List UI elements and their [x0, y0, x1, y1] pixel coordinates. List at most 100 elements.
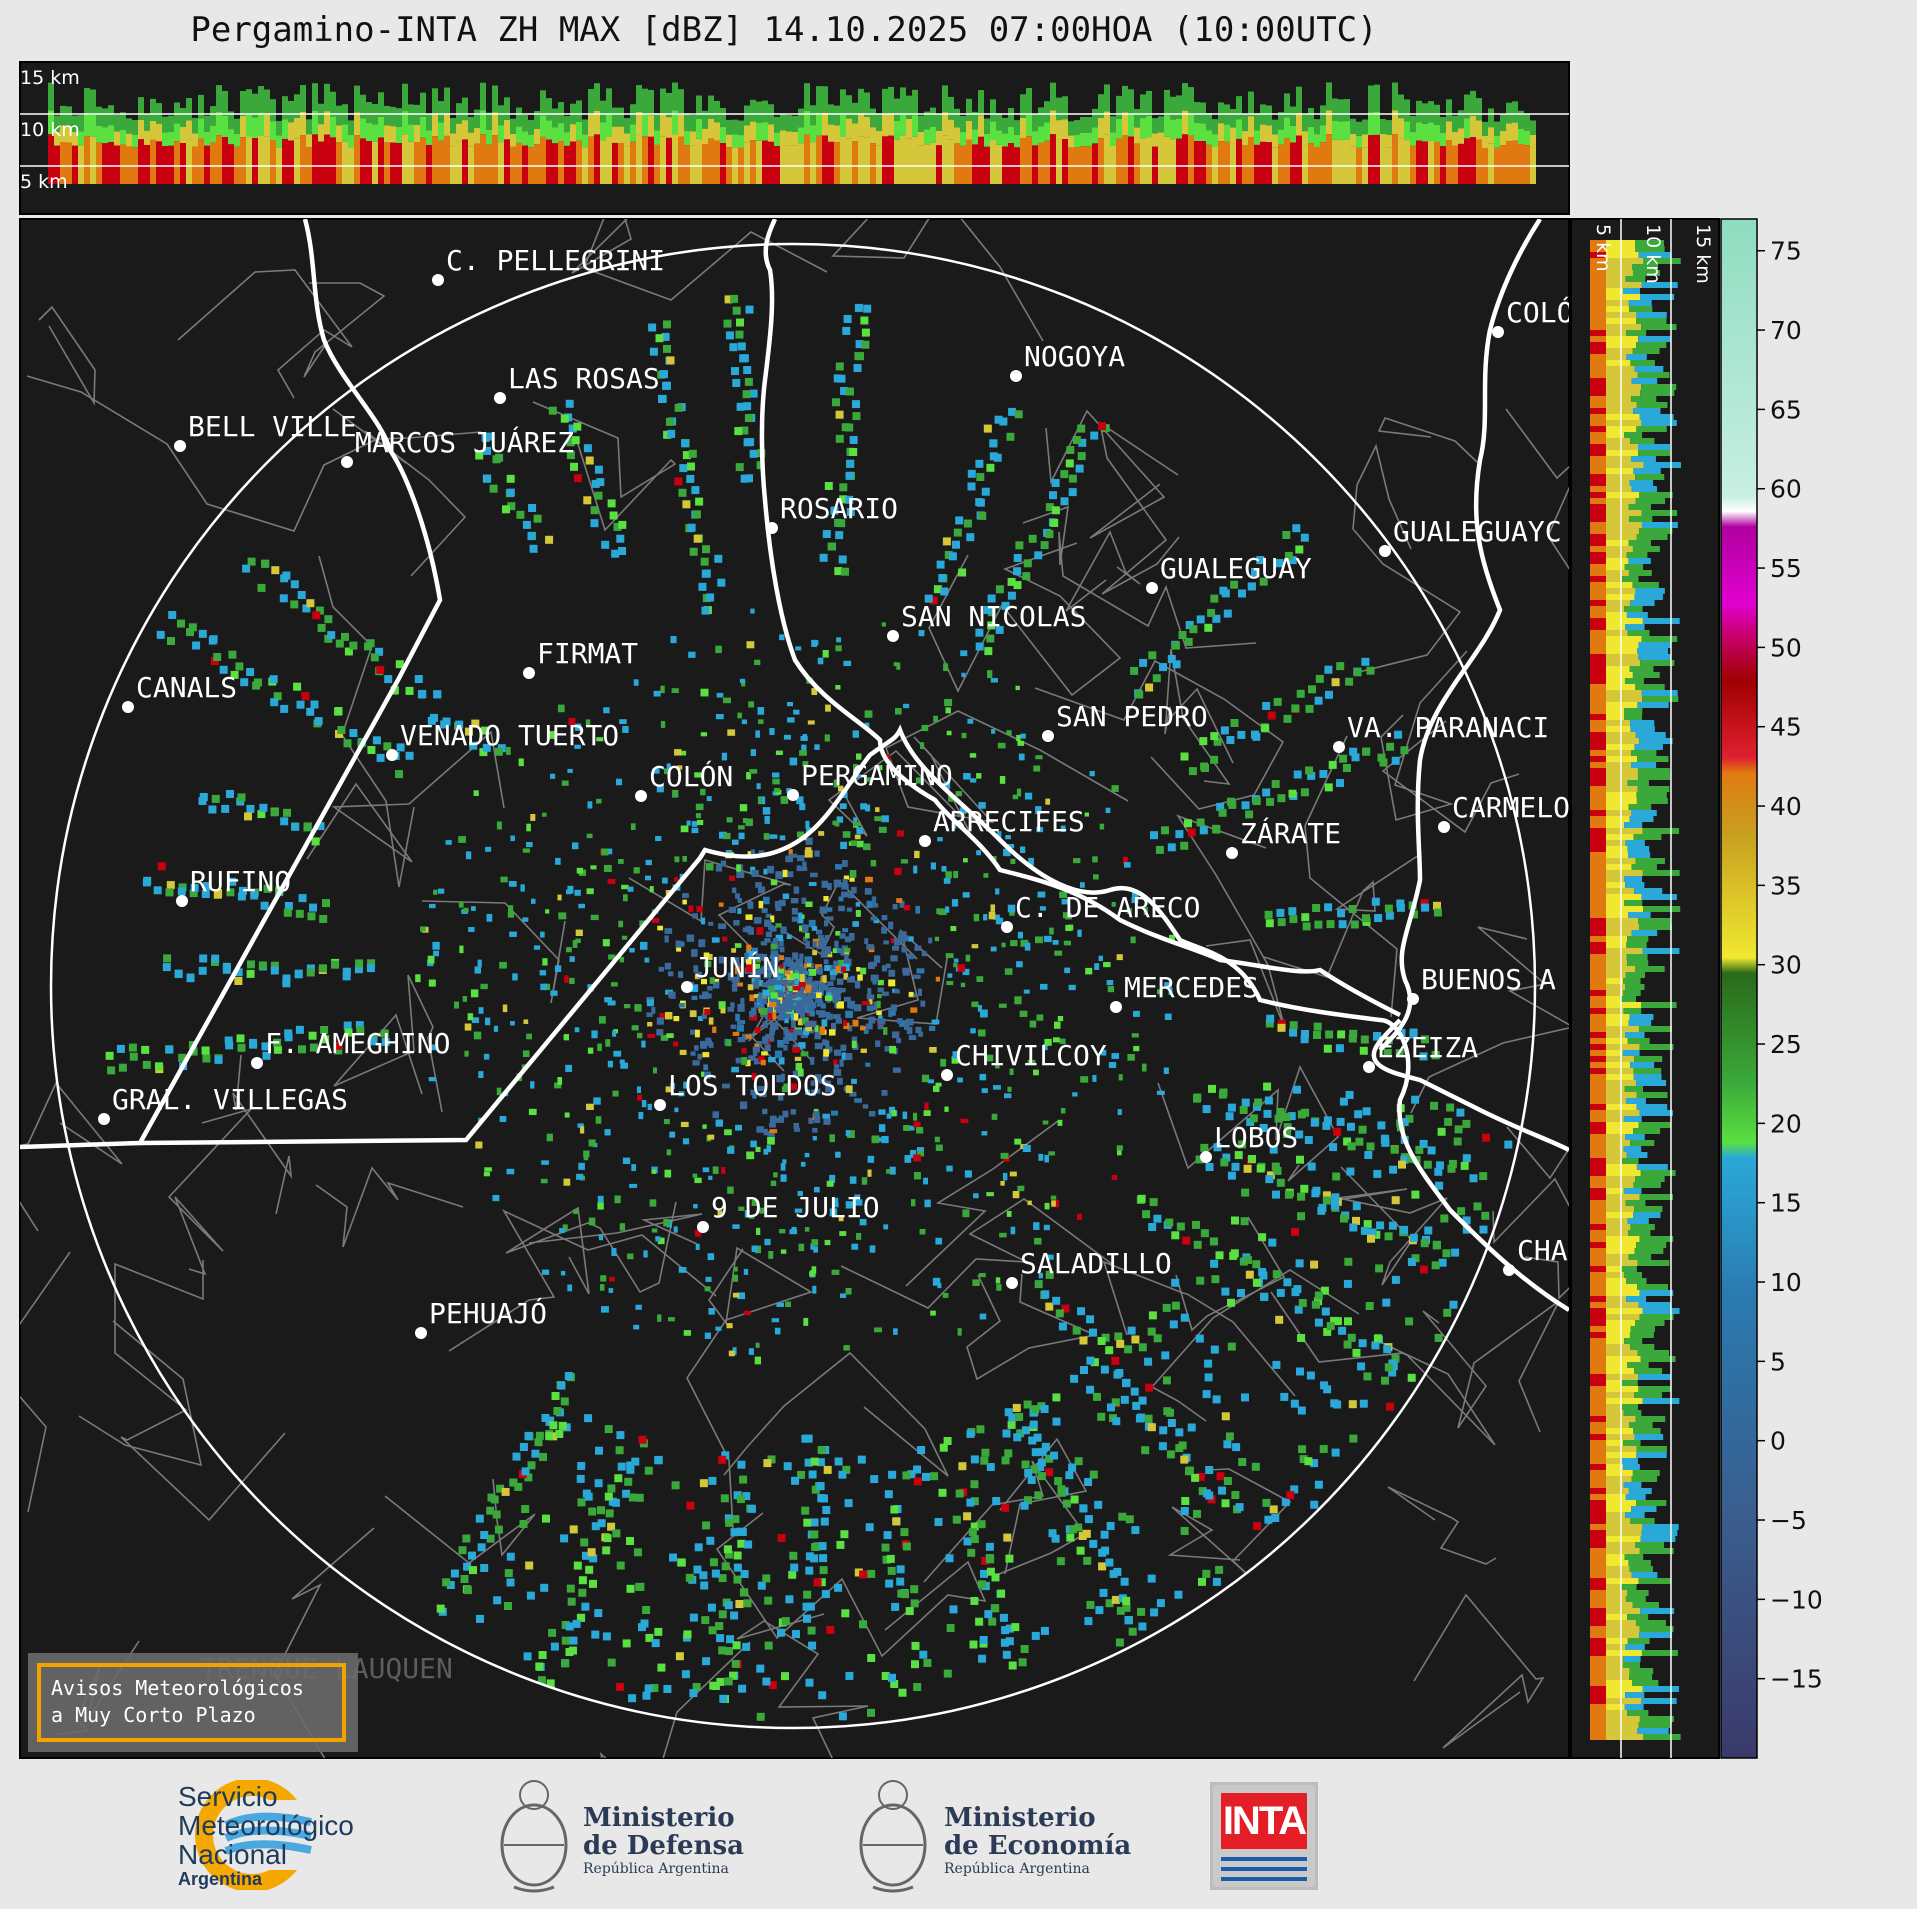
city-marker[interactable]: [174, 440, 186, 452]
echo-cell: [619, 956, 625, 963]
city-marker[interactable]: [1333, 741, 1345, 753]
warning-box[interactable]: Avisos Meteorológicos a Muy Corto Plazo: [28, 1653, 358, 1752]
city-marker[interactable]: [697, 1221, 709, 1233]
echo-cell: [844, 936, 851, 943]
city-marker[interactable]: [122, 701, 134, 713]
city-marker[interactable]: [1407, 993, 1419, 1005]
echo-cell: [1212, 1395, 1221, 1404]
city-marker[interactable]: [681, 981, 693, 993]
echo-cell: [901, 1590, 909, 1599]
echo-cell: [739, 1588, 748, 1597]
city-marker[interactable]: [1379, 545, 1391, 557]
city-marker[interactable]: [1200, 1151, 1212, 1163]
boundary-line: [1102, 1260, 1296, 1397]
echo-cell: [247, 557, 256, 566]
echo-cell: [676, 944, 682, 952]
echo-cell: [732, 1274, 739, 1282]
city-marker[interactable]: [1226, 847, 1238, 859]
city-marker[interactable]: [1006, 1277, 1018, 1289]
echo-cell: [1213, 737, 1222, 746]
echo-cell: [655, 836, 662, 841]
city-marker[interactable]: [1492, 326, 1504, 338]
side-echo-cell: [1606, 390, 1641, 396]
echo-cell: [665, 1012, 673, 1020]
echo-cell: [870, 916, 878, 921]
echo-cell: [829, 968, 838, 976]
echo-cell: [841, 1609, 850, 1618]
city-marker[interactable]: [941, 1069, 953, 1081]
echo-cell: [1039, 906, 1046, 911]
echo-cell: [840, 1530, 849, 1539]
city-marker[interactable]: [1363, 1061, 1375, 1073]
side-echo-cell: [1606, 1128, 1634, 1134]
side-echo-cell: [1606, 1326, 1631, 1332]
top-echo-cell: [360, 118, 366, 139]
city-marker[interactable]: [654, 1099, 666, 1111]
echo-cell: [576, 1474, 585, 1483]
echo-cell: [804, 997, 811, 1003]
echo-cell: [987, 608, 996, 617]
echo-cell: [1061, 899, 1069, 905]
top-echo-cell: [576, 121, 582, 141]
city-marker[interactable]: [1503, 1264, 1515, 1276]
echo-cell: [731, 977, 740, 983]
echo-cell: [1456, 1108, 1465, 1117]
city-marker[interactable]: [1042, 730, 1054, 742]
echo-cell: [1297, 1212, 1306, 1221]
side-echo-cell: [1606, 1332, 1630, 1338]
echo-cell: [991, 1113, 998, 1120]
city-marker[interactable]: [386, 749, 398, 761]
city-marker[interactable]: [415, 1327, 427, 1339]
city-marker[interactable]: [98, 1113, 110, 1125]
side-echo-cell: [1590, 1128, 1606, 1134]
city-marker[interactable]: [919, 835, 931, 847]
echo-cell: [1446, 1103, 1455, 1112]
echo-cell: [963, 1512, 972, 1521]
echo-cell: [1048, 1529, 1057, 1538]
city-marker[interactable]: [341, 456, 353, 468]
city-marker[interactable]: [1110, 1001, 1122, 1013]
echo-cell: [1040, 1626, 1049, 1635]
city-marker[interactable]: [887, 630, 899, 642]
city-marker[interactable]: [176, 895, 188, 907]
top-echo-cell: [636, 135, 642, 184]
echo-cell: [1111, 1174, 1118, 1180]
echo-cell: [616, 778, 623, 786]
side-echo-cell: [1636, 1446, 1667, 1452]
echo-cell: [177, 887, 186, 896]
echo-cell: [523, 1652, 532, 1661]
city-marker[interactable]: [1438, 821, 1450, 833]
city-marker[interactable]: [766, 522, 778, 534]
city-marker[interactable]: [251, 1057, 263, 1069]
echo-cell: [1324, 783, 1333, 792]
echo-cell: [1381, 1134, 1390, 1143]
side-echo-cell: [1642, 696, 1679, 702]
echo-cell: [811, 1543, 820, 1551]
city-marker[interactable]: [787, 789, 799, 801]
top-echo-cell: [102, 127, 108, 144]
echo-cell: [1080, 882, 1085, 888]
echo-cell: [740, 997, 745, 1005]
echo-cell: [738, 825, 745, 830]
echo-cell: [282, 571, 291, 580]
top-echo-cell: [600, 140, 606, 184]
echo-cell: [942, 537, 951, 546]
city-marker[interactable]: [635, 790, 647, 802]
echo-cell: [861, 1001, 870, 1006]
city-marker[interactable]: [1001, 921, 1013, 933]
city-marker[interactable]: [432, 274, 444, 286]
city-marker[interactable]: [523, 667, 535, 679]
city-marker[interactable]: [1010, 370, 1022, 382]
echo-cell: [890, 1505, 899, 1514]
echo-cell: [782, 962, 790, 967]
side-echo-cell: [1590, 660, 1606, 666]
city-marker[interactable]: [1146, 582, 1158, 594]
echo-cell: [1093, 1392, 1101, 1401]
side-echo-cell: [1590, 1446, 1606, 1452]
boundary-line: [827, 749, 964, 837]
city-marker[interactable]: [494, 392, 506, 404]
echo-cell: [849, 1091, 857, 1097]
echo-cell: [706, 1039, 712, 1046]
top-echo-cell: [330, 137, 336, 184]
echo-cell: [929, 596, 938, 605]
